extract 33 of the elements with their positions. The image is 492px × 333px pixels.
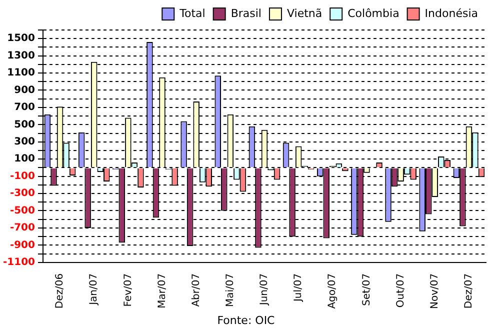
x-tick-label: Nov/07 — [429, 273, 440, 310]
y-tick-label: -700 — [10, 222, 36, 234]
x-tick-label: Dez/06 — [54, 273, 66, 309]
y-tick-label: -100 — [10, 170, 36, 182]
x-tick-label: Out/07 — [395, 273, 406, 308]
y-tick-label: -900 — [10, 240, 36, 251]
y-tick-label: 1500 — [7, 33, 36, 44]
y-tick-label: 1300 — [7, 50, 36, 62]
legend-label: Total — [178, 6, 206, 20]
y-tick-label: 500 — [14, 119, 36, 130]
y-tick-label: -300 — [10, 188, 36, 200]
y-tick-label: -500 — [10, 205, 36, 216]
x-tick-label: Jun/07 — [259, 273, 270, 306]
x-tick-label: Set/07 — [361, 273, 372, 306]
legend-label: Vietnã — [286, 6, 322, 20]
x-tick-label: Jan/07 — [88, 273, 100, 306]
source-note: Fonte: OIC — [216, 314, 276, 327]
x-tick-label: Dez/07 — [464, 273, 475, 309]
y-tick-label: 700 — [14, 102, 36, 114]
x-tick-label: Abr/07 — [190, 273, 202, 307]
y-tick-label: 300 — [14, 136, 36, 148]
x-tick-label: Fev/07 — [122, 273, 134, 307]
y-tick-label: 1100 — [7, 68, 36, 79]
y-tick-label: 900 — [14, 84, 36, 96]
legend-label: Brasil — [230, 6, 262, 20]
y-tick-label: 100 — [14, 154, 36, 165]
legend-label: Colômbia — [348, 6, 400, 20]
x-tick-label: Mar/07 — [156, 273, 168, 308]
x-tick-label: Mai/07 — [225, 273, 236, 308]
y-tick-label: -1100 — [3, 256, 36, 268]
x-tick-label: Ago/07 — [327, 273, 338, 309]
legend-label: Indonésia — [424, 6, 478, 20]
x-tick-label: Jul/07 — [293, 273, 304, 303]
